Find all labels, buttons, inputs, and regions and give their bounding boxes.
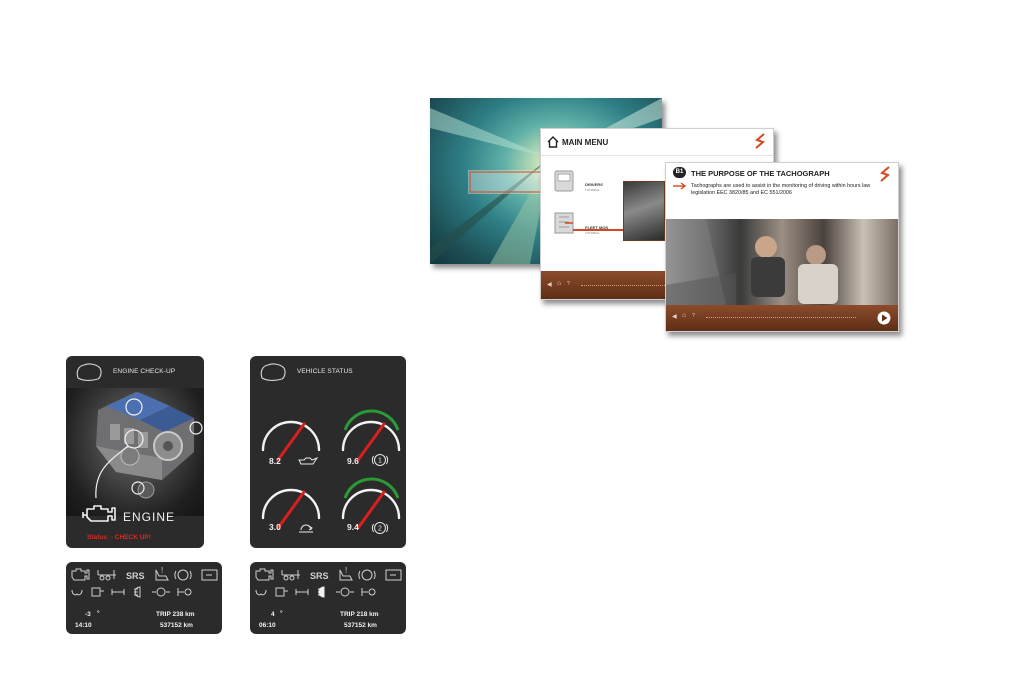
vehicle-status-panel: VEHICLE STATUS 8.2 1 9.6 3.0: [250, 356, 406, 548]
warning-icons-grid: SRS !: [71, 566, 218, 598]
brand-logo-icon: [880, 166, 890, 182]
menu-item-sub: TUTORIAL: [585, 188, 600, 192]
warning-lamp-strip-right: SRS ! 4 ° 06:10 TRIP 218 km 537152 km: [250, 562, 406, 634]
trailer-brake-icon: [177, 588, 192, 596]
brake-warning-icon: [174, 569, 192, 581]
glow-plug-icon: [255, 589, 267, 596]
srs-label: SRS: [310, 571, 329, 581]
menu-selection-line: [573, 229, 627, 231]
menu-item-drivers[interactable]: DRIVERS TUTORIAL: [553, 167, 623, 197]
trailer-abs-icon: [281, 570, 300, 581]
gauge-brake-circuit-1: 1: [341, 409, 401, 466]
gauge-value: 3.0: [269, 522, 281, 532]
trip-distance: TRIP 218 km: [340, 611, 379, 618]
menu-item-label: DRIVERS: [585, 182, 603, 187]
trip-distance: TRIP 238 km: [156, 611, 195, 618]
divider: [541, 155, 773, 156]
home-icon[interactable]: ⌂: [682, 312, 687, 319]
help-icon[interactable]: ?: [567, 281, 570, 287]
gauge-value: 9.6: [347, 456, 359, 466]
gauge-air-suspension: [261, 488, 321, 533]
building-icon: [554, 212, 574, 234]
slide-title: THE PURPOSE OF THE TACHOGRAPH: [691, 169, 830, 178]
engine-label: ENGINE: [123, 510, 176, 524]
progress-track[interactable]: [706, 317, 856, 319]
svg-text:1: 1: [378, 458, 382, 465]
brake-warning-icon: [358, 569, 376, 581]
help-icon[interactable]: ?: [692, 313, 695, 319]
seat-belt-warning-icon: !: [339, 566, 353, 581]
odometer: 537152 km: [344, 622, 377, 629]
check-engine-icon: [82, 505, 116, 522]
back-arrow-icon[interactable]: ◀: [672, 314, 677, 320]
degree-symbol: °: [97, 610, 100, 617]
blob-logo-icon: [260, 363, 286, 381]
clock-time: 06:10: [259, 622, 276, 629]
progress-track[interactable]: [581, 285, 731, 287]
home-icon[interactable]: [546, 135, 560, 149]
gauge-value: 9.4: [347, 522, 359, 532]
fuel-filter-icon: [275, 587, 288, 597]
fuel-filter-icon: [91, 587, 104, 597]
srs-label: SRS: [126, 571, 145, 581]
panel-title: ENGINE CHECK-UP: [113, 368, 176, 375]
blob-logo-icon: [76, 363, 102, 381]
air-suspension-icon: [299, 524, 313, 533]
battery-icon: [385, 569, 402, 581]
wheel-icon: [152, 587, 170, 597]
truck-icon: [554, 170, 574, 192]
brand-logo-icon: [755, 133, 765, 149]
outside-temp: 4: [271, 611, 275, 618]
outside-temp: -3: [85, 611, 91, 618]
axle-icon: [295, 589, 309, 595]
menu-item-sub: TUTORIAL: [585, 231, 600, 235]
gauge-brake-circuit-2: 2: [341, 477, 401, 534]
headlight-on-icon: [318, 586, 325, 598]
clock-time: 14:10: [75, 622, 92, 629]
svg-text:2: 2: [378, 526, 382, 533]
menu-item-label: FLEET MGN: [585, 225, 609, 230]
engine-status-text: Status: - CHECK UP!: [87, 534, 151, 541]
drivers-cab-photo: [666, 219, 898, 305]
home-icon[interactable]: ⌂: [557, 280, 562, 287]
slide-body-text: Tachographs are used to assist in the mo…: [691, 183, 871, 196]
brake-circuit-1-icon: 1: [371, 454, 389, 466]
svg-text:!: !: [161, 566, 163, 575]
menu-item-fleet[interactable]: FLEET MGN TUTORIAL: [553, 209, 623, 239]
menu-thumbnail: [623, 181, 665, 241]
gauge-oil-pressure: [261, 420, 321, 465]
odometer: 537152 km: [160, 622, 193, 629]
axle-icon: [111, 589, 125, 595]
headlight-icon: [134, 586, 141, 598]
play-button[interactable]: [877, 311, 891, 325]
trailer-brake-icon: [361, 588, 376, 596]
arrow-right-icon: [673, 182, 687, 190]
check-engine-icon: [255, 568, 274, 581]
seat-belt-warning-icon: !: [155, 566, 169, 581]
back-arrow-icon[interactable]: ◀: [547, 282, 552, 288]
battery-icon: [201, 569, 218, 581]
oil-can-icon: [298, 456, 319, 465]
gauge-value: 8.2: [269, 456, 281, 466]
engine-checkup-panel: ENGINE CHECK-UP ENGINE: [66, 356, 204, 548]
glow-plug-icon: [71, 589, 83, 596]
svg-text:!: !: [345, 566, 347, 575]
panel-header: ENGINE CHECK-UP: [66, 356, 204, 388]
player-bar: ◀ ⌂ ?: [666, 305, 898, 331]
trailer-abs-icon: [97, 570, 116, 581]
panel-header: VEHICLE STATUS: [250, 356, 406, 388]
panel-title: VEHICLE STATUS: [297, 368, 353, 375]
main-menu-title: MAIN MENU: [562, 138, 609, 147]
warning-lamp-strip-left: SRS ! -3 ° 14:10 TRIP 238 km 537152 km: [66, 562, 222, 634]
slide-number-badge: B1: [673, 167, 686, 178]
degree-symbol: °: [280, 610, 283, 617]
brake-circuit-2-icon: 2: [371, 522, 389, 534]
wheel-icon: [336, 587, 354, 597]
tachograph-slide: B1 THE PURPOSE OF THE TACHOGRAPH Tachogr…: [665, 162, 899, 332]
warning-icons-grid: SRS !: [255, 566, 402, 598]
engine-image: [66, 388, 204, 516]
check-engine-icon: [71, 568, 90, 581]
